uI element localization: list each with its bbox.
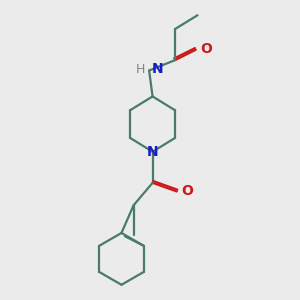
Text: H: H: [135, 63, 145, 76]
Text: N: N: [147, 145, 158, 159]
Text: O: O: [181, 184, 193, 199]
Text: N: N: [152, 62, 163, 76]
Text: O: O: [200, 42, 212, 56]
